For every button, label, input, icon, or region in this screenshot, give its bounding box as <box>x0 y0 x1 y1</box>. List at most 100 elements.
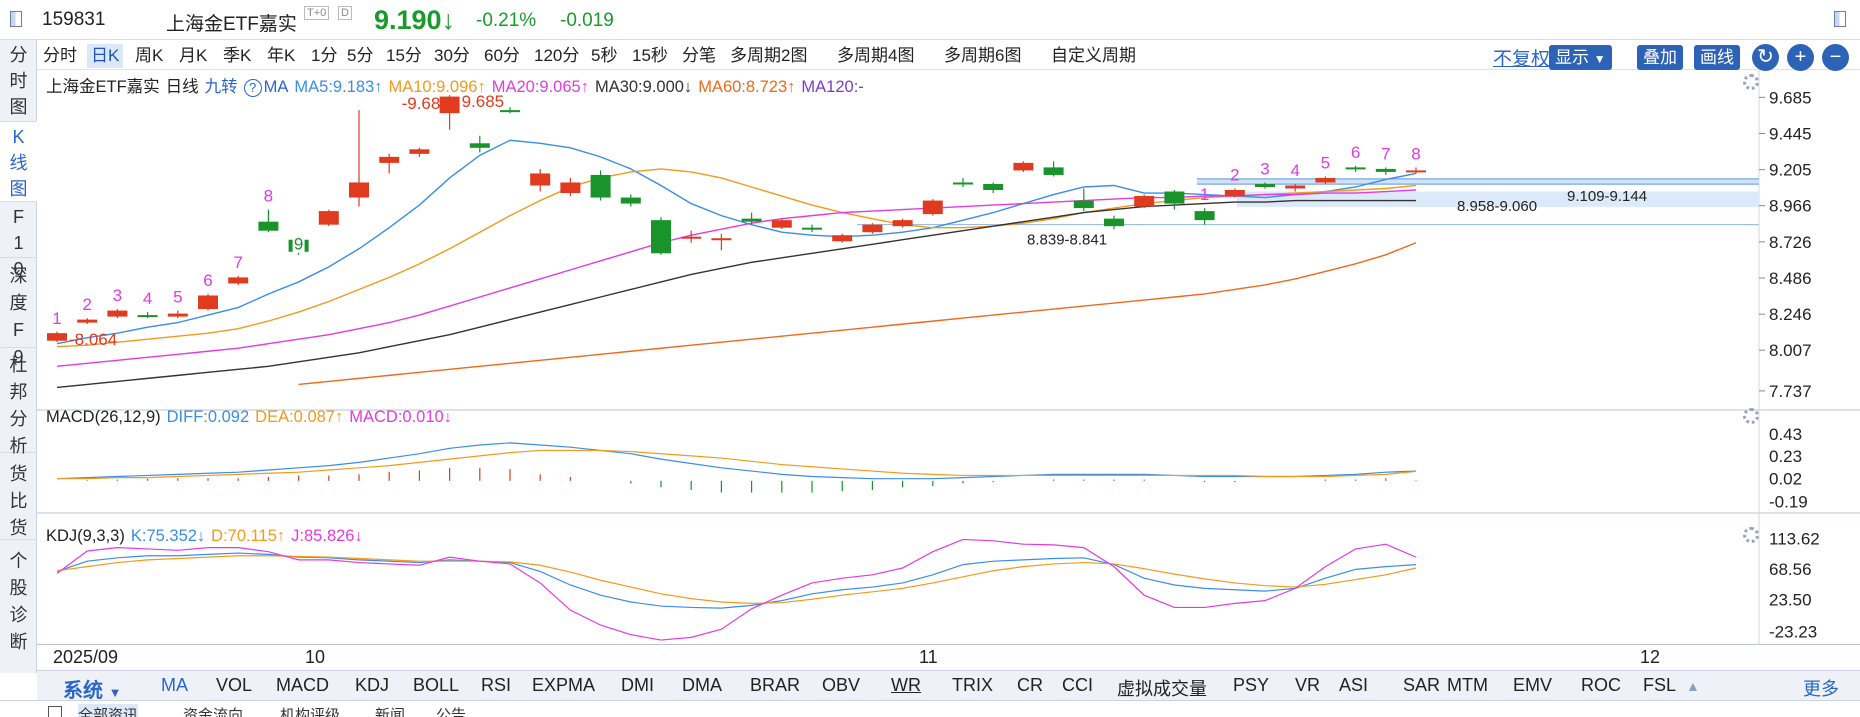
kdj-axis-label: 23.50 <box>1769 591 1812 610</box>
zone-label: 8.839-8.841 <box>1027 232 1107 249</box>
stock-name: 上海金ETF嘉实 <box>166 14 297 35</box>
kline-chart[interactable]: 9.685 9.445 9.205 8.966 8.726 8.486 8.246 8.007… <box>37 70 1860 644</box>
adjust-dropdown[interactable]: 不复权 <box>1493 49 1551 70</box>
period-timeshare[interactable]: 分时 <box>43 46 77 65</box>
more-indicators-link[interactable]: 更多 <box>1803 679 1839 699</box>
period-15sec[interactable]: 15秒 <box>632 46 668 65</box>
period-60min[interactable]: 60分 <box>484 46 520 65</box>
tab-rating[interactable]: 机构评级 <box>280 707 341 717</box>
indicator-system-tab[interactable]: 系统 ▼ <box>63 680 122 702</box>
chevron-down-icon: ▼ <box>1593 52 1606 66</box>
chevron-up-icon[interactable]: ▲ <box>1686 678 1700 694</box>
indicator-fsl[interactable]: FSL <box>1643 675 1677 695</box>
sidebar-item-f10[interactable]: F10 <box>0 202 37 279</box>
jiuzhuan-mark: 6 <box>203 271 212 290</box>
high-price-label: -9.685 <box>402 94 450 113</box>
indicator-mtm[interactable]: MTM <box>1447 675 1488 695</box>
jiuzhuan-mark: 5 <box>1321 153 1330 172</box>
indicator-vvol[interactable]: 虚拟成交量 <box>1117 679 1207 699</box>
refresh-icon[interactable]: ↻ <box>1752 44 1779 71</box>
indicator-trix[interactable]: TRIX <box>952 675 994 695</box>
indicator-vr[interactable]: VR <box>1295 675 1321 695</box>
indicator-wr[interactable]: WR <box>891 675 921 695</box>
indicator-rsi[interactable]: RSI <box>481 675 512 695</box>
checkbox-icon[interactable] <box>48 706 62 717</box>
period-weekly[interactable]: 周K <box>135 46 164 65</box>
sidebar-item-diagnosis[interactable]: 个股诊断 <box>9 551 28 652</box>
macd-legend: MACD(26,12,9) DIFF:0.092 DEA:0.087↑ MACD:0.… <box>46 408 458 427</box>
period-5min[interactable]: 5分 <box>347 46 374 65</box>
period-quarterly[interactable]: 季K <box>223 46 252 65</box>
sidebar-item-compare[interactable]: 货比货 <box>0 453 37 540</box>
macd-axis-label: 0.23 <box>1769 447 1802 466</box>
period-15min[interactable]: 15分 <box>386 46 422 65</box>
window-layout-icon[interactable] <box>10 11 22 27</box>
low-price-label: -8.064 <box>69 330 117 349</box>
period-monthly[interactable]: 月K <box>179 46 208 65</box>
indicator-psy[interactable]: PSY <box>1233 675 1270 695</box>
zoom-in-icon[interactable]: + <box>1787 44 1814 71</box>
legend-jiuzhuan[interactable]: 九转 <box>204 78 238 96</box>
indicator-ma[interactable]: MA <box>161 675 188 695</box>
bottom-tabs: 全部资讯 资金流向 机构评级 新闻 公告 <box>0 700 1860 717</box>
draw-line-button[interactable]: 画线 <box>1694 45 1740 70</box>
indicator-dma[interactable]: DMA <box>682 675 722 695</box>
jiuzhuan-mark: 3 <box>113 286 122 305</box>
sidebar-item-kline[interactable]: K线图 <box>0 122 37 202</box>
zoom-out-icon[interactable]: − <box>1822 44 1849 71</box>
period-tick[interactable]: 分笔 <box>682 46 716 65</box>
indicator-dmi[interactable]: DMI <box>621 675 654 695</box>
overlay-button[interactable]: 叠加 <box>1637 45 1683 70</box>
indicator-emv[interactable]: EMV <box>1513 675 1553 695</box>
period-multi2[interactable]: 多周期2图 <box>730 46 808 65</box>
period-custom[interactable]: 自定义周期 <box>1051 46 1136 65</box>
period-multi6[interactable]: 多周期6图 <box>944 46 1022 65</box>
indicator-bar: 系统 ▼ MA VOL MACD KDJ BOLL RSI EXPMA DMI … <box>37 670 1860 702</box>
ma-line-ma60 <box>298 242 1417 386</box>
jiuzhuan-mark: 7 <box>1381 144 1390 163</box>
candle-body <box>167 313 188 317</box>
period-120min[interactable]: 120分 <box>534 46 580 65</box>
tab-fund-flow[interactable]: 资金流向 <box>183 707 244 717</box>
tab-news[interactable]: 新闻 <box>375 707 406 717</box>
display-button[interactable]: 显示 ▼ <box>1549 45 1612 70</box>
price-axis-label: 8.486 <box>1769 269 1812 288</box>
panel-toggle-icon[interactable] <box>1834 11 1846 27</box>
candle-body <box>349 182 369 198</box>
indicator-cci[interactable]: CCI <box>1062 675 1093 695</box>
period-5sec[interactable]: 5秒 <box>591 46 618 65</box>
indicator-expma[interactable]: EXPMA <box>532 675 596 695</box>
indicator-kdj[interactable]: KDJ <box>355 675 390 695</box>
period-daily[interactable]: 日K <box>87 44 124 68</box>
period-30min[interactable]: 30分 <box>434 46 470 65</box>
sidebar-item-f9[interactable]: 深度F9 <box>0 258 37 367</box>
indicator-roc[interactable]: ROC <box>1581 675 1621 695</box>
tab-all-news[interactable]: 全部资讯 <box>78 704 139 717</box>
period-1min[interactable]: 1分 <box>311 46 338 65</box>
candle-body <box>862 224 883 233</box>
jiuzhuan-mark: 4 <box>143 289 152 308</box>
date-label: 11 <box>919 647 938 667</box>
legend-ma[interactable]: MA <box>263 78 289 96</box>
tab-announcements[interactable]: 公告 <box>436 707 467 717</box>
indicator-asi[interactable]: ASI <box>1339 675 1369 695</box>
gear-icon[interactable] <box>1743 74 1759 90</box>
indicator-cr[interactable]: CR <box>1017 675 1043 695</box>
indicator-boll[interactable]: BOLL <box>413 675 460 695</box>
indicator-vol[interactable]: VOL <box>216 675 253 695</box>
gear-icon[interactable] <box>1743 408 1759 424</box>
period-multi4[interactable]: 多周期4图 <box>837 46 915 65</box>
sidebar-item-timeshare[interactable]: 分时图 <box>0 40 37 122</box>
indicator-obv[interactable]: OBV <box>822 675 861 695</box>
period-yearly[interactable]: 年K <box>267 46 296 65</box>
indicator-brar[interactable]: BRAR <box>750 675 801 695</box>
candle-body <box>892 220 913 227</box>
gear-icon[interactable] <box>1743 527 1759 543</box>
indicator-macd[interactable]: MACD <box>276 675 329 695</box>
candle-body <box>1406 170 1426 173</box>
help-icon[interactable]: ? <box>243 79 262 97</box>
stock-code: 159831 <box>42 9 106 30</box>
indicator-sar[interactable]: SAR <box>1403 675 1441 695</box>
sidebar-item-dupont[interactable]: 杜邦分析 <box>0 348 37 456</box>
high-price-label: 9.685 <box>462 92 505 111</box>
